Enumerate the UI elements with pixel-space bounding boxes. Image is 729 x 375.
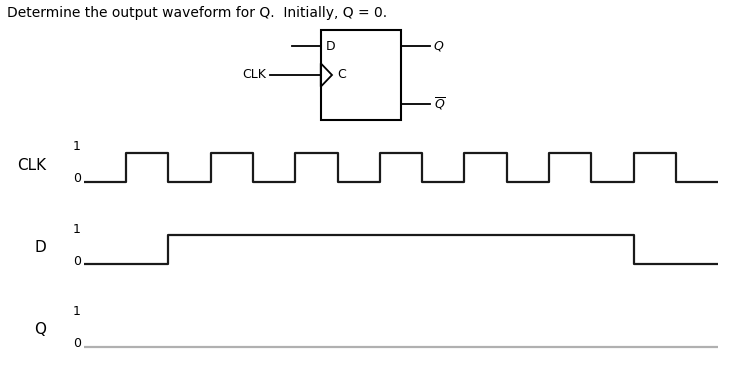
Text: 0: 0 xyxy=(73,255,81,268)
Text: 0: 0 xyxy=(73,172,81,185)
Text: Q: Q xyxy=(34,322,46,338)
Text: D: D xyxy=(34,240,46,255)
Text: Q: Q xyxy=(434,40,444,53)
Text: Determine the output waveform for Q.  Initially, Q = 0.: Determine the output waveform for Q. Ini… xyxy=(7,6,387,20)
Text: D: D xyxy=(326,40,335,53)
Text: CLK: CLK xyxy=(242,69,266,81)
Text: 1: 1 xyxy=(73,223,81,236)
Text: 1: 1 xyxy=(73,305,81,318)
Text: C: C xyxy=(337,69,346,81)
Text: CLK: CLK xyxy=(17,158,46,172)
Text: 1: 1 xyxy=(73,140,81,153)
Text: 0: 0 xyxy=(73,337,81,350)
Text: $\overline{Q}$: $\overline{Q}$ xyxy=(434,96,445,112)
Bar xyxy=(321,30,401,120)
